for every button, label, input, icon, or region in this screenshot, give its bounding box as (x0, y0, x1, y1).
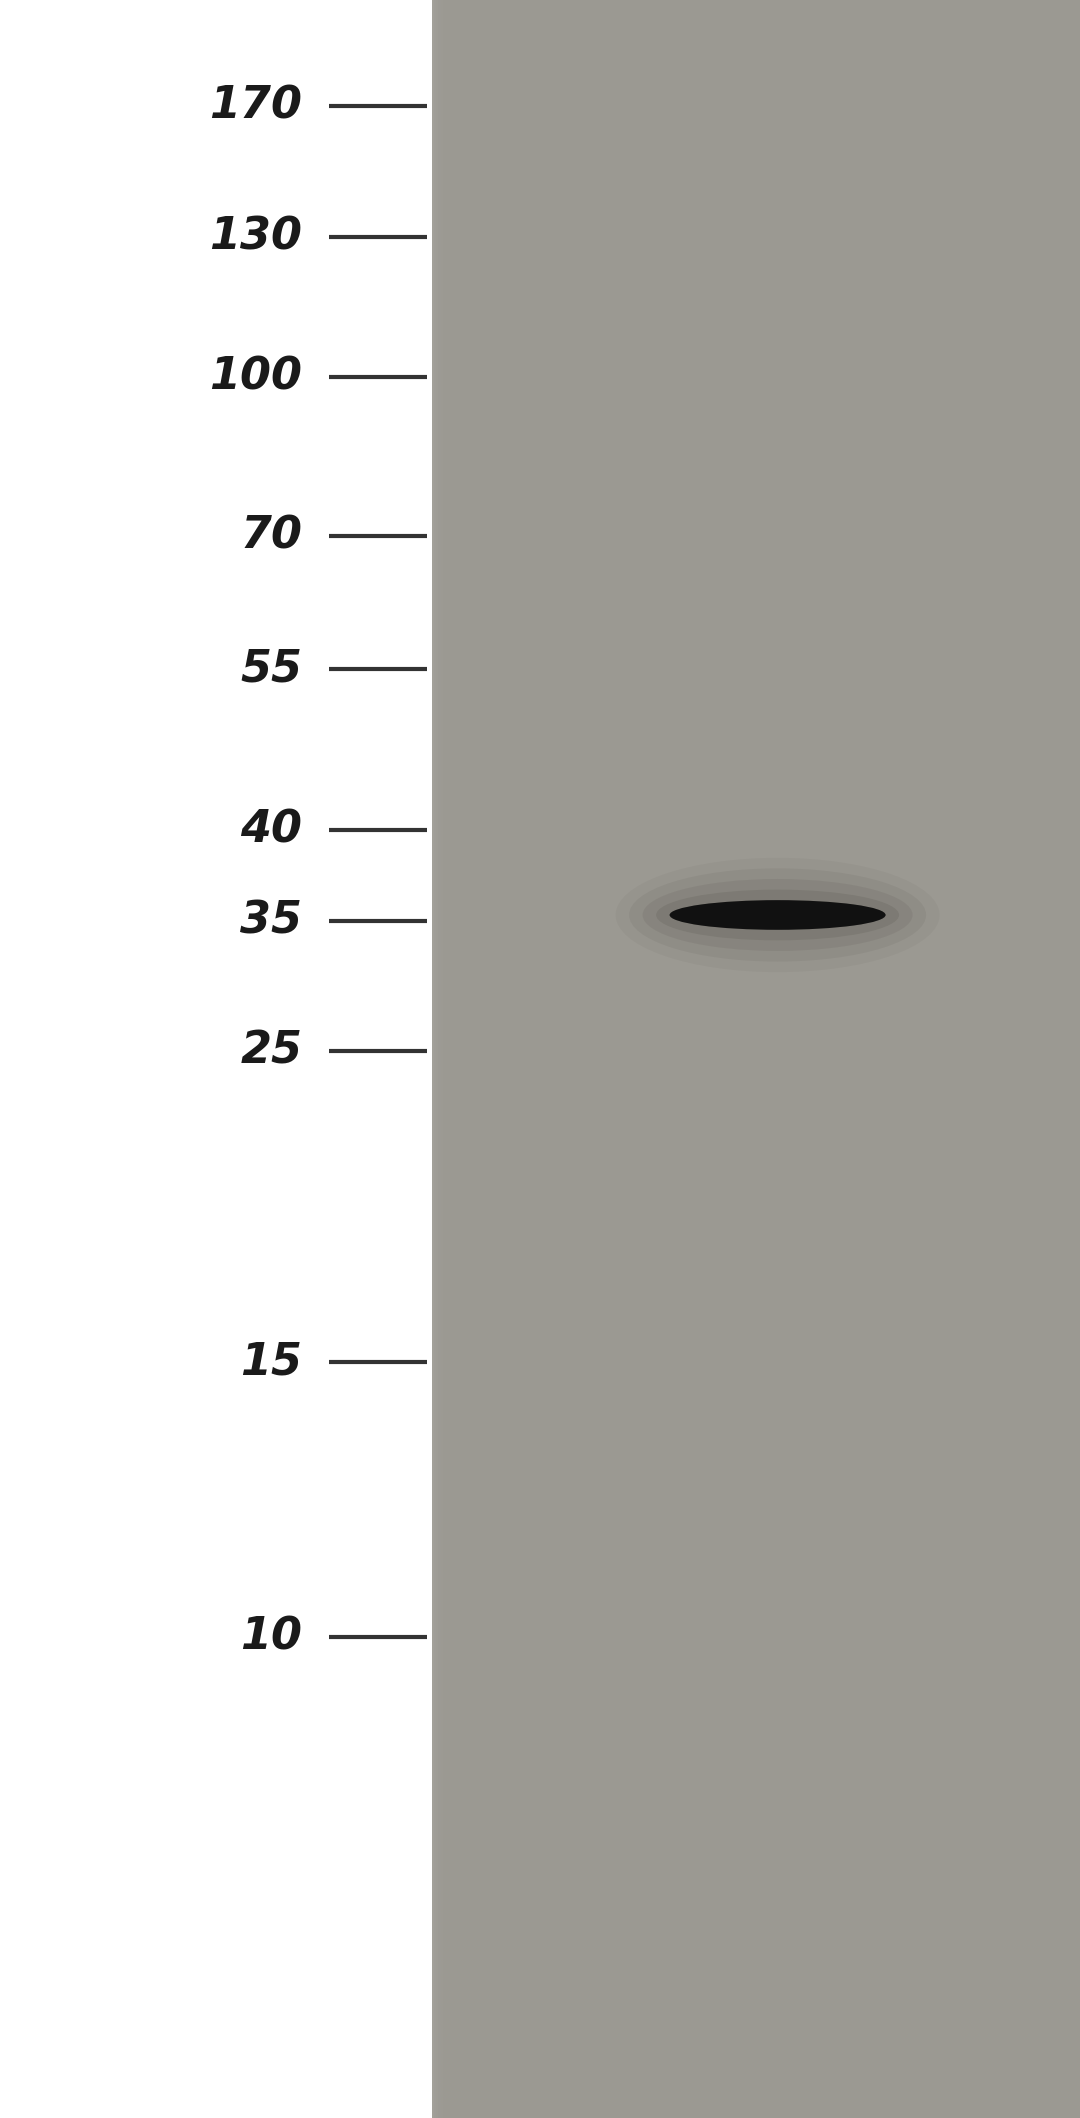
Bar (432, 0, 434, 2118)
Ellipse shape (629, 868, 927, 962)
Bar (443, 0, 445, 2118)
Bar (462, 0, 464, 2118)
Bar (464, 0, 467, 2118)
Ellipse shape (670, 900, 886, 930)
Bar (451, 0, 454, 2118)
Ellipse shape (670, 900, 886, 930)
Bar (456, 0, 458, 2118)
Text: 10: 10 (241, 1616, 302, 1658)
Text: 130: 130 (210, 216, 302, 258)
Bar (445, 0, 447, 2118)
Bar (469, 0, 471, 2118)
Text: 55: 55 (241, 648, 302, 690)
Text: 25: 25 (241, 1029, 302, 1072)
Bar (434, 0, 436, 2118)
Text: 35: 35 (241, 900, 302, 943)
Text: 70: 70 (241, 515, 302, 557)
Bar (447, 0, 449, 2118)
Bar (432, 0, 1080, 2118)
Text: 170: 170 (210, 85, 302, 127)
Text: 40: 40 (241, 809, 302, 851)
Bar (467, 0, 469, 2118)
Ellipse shape (657, 890, 899, 940)
Ellipse shape (643, 879, 913, 951)
Bar (458, 0, 460, 2118)
Text: 100: 100 (210, 356, 302, 398)
Bar (436, 0, 438, 2118)
Bar (473, 0, 475, 2118)
Bar (449, 0, 451, 2118)
Bar (441, 0, 443, 2118)
Bar (438, 0, 441, 2118)
Bar (454, 0, 456, 2118)
Bar (471, 0, 473, 2118)
Text: 15: 15 (241, 1341, 302, 1383)
Bar (460, 0, 462, 2118)
